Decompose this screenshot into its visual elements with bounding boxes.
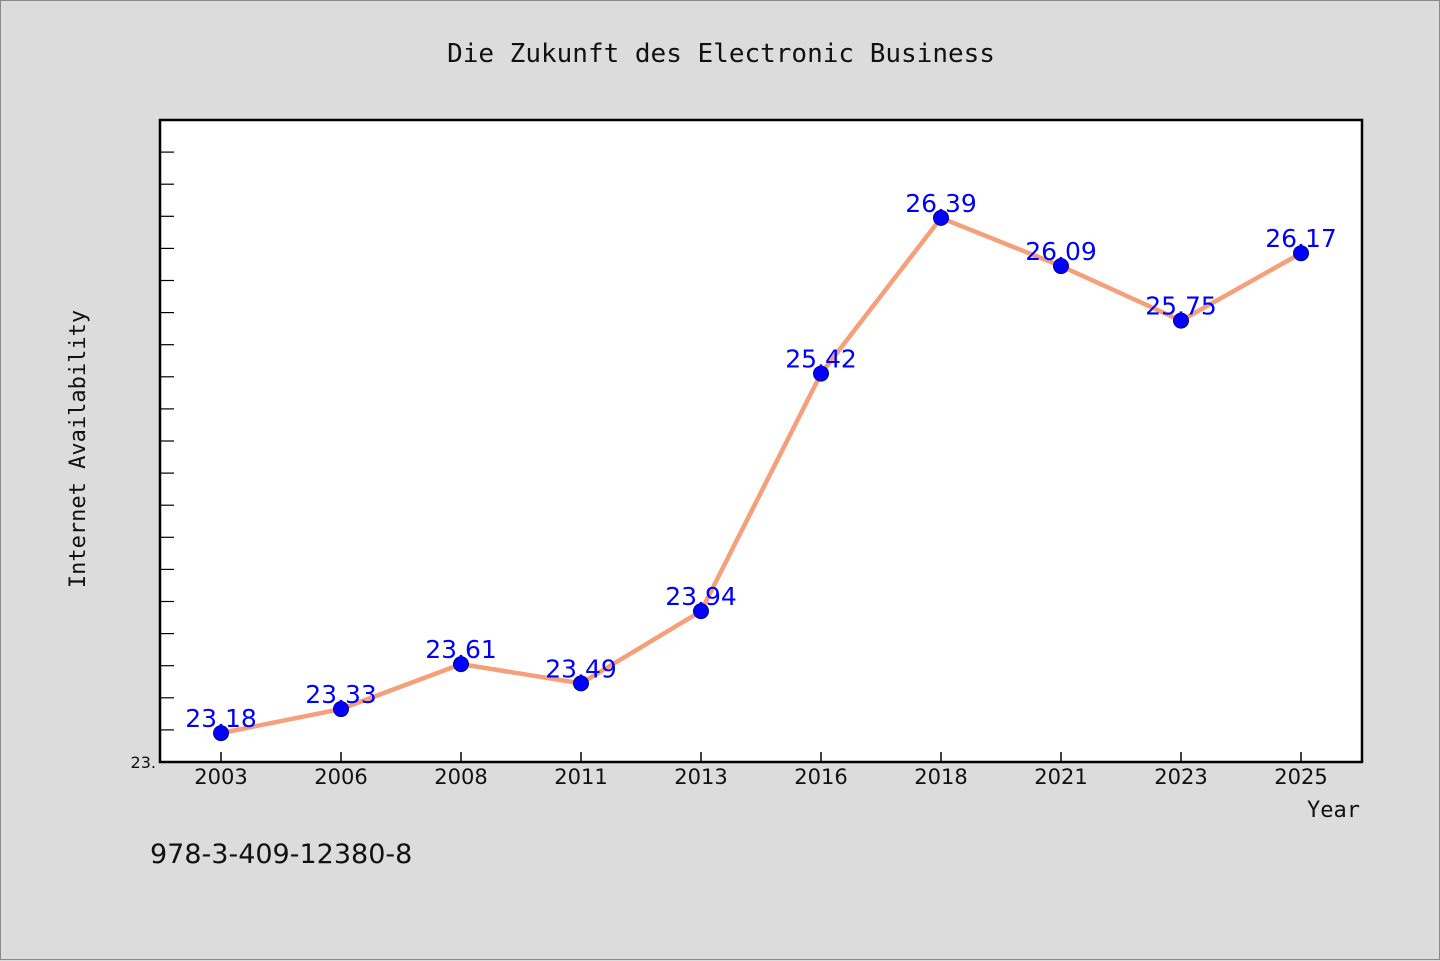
x-tick-label: 2011	[554, 765, 607, 789]
data-markers	[213, 209, 1309, 742]
isbn-text: 978-3-409-12380-8	[150, 839, 412, 870]
x-tick-label: 2025	[1274, 765, 1327, 789]
data-labels: 23.18 23.33 23.61 23.49 23.94 25.42 26.39 26.09…	[185, 189, 1337, 733]
x-tick-label: 2023	[1154, 765, 1207, 789]
data-label: 23.94	[665, 582, 737, 611]
data-label: 23.18	[185, 704, 257, 733]
data-label: 26.17	[1265, 224, 1337, 253]
data-point	[813, 365, 829, 382]
x-tick-label: 2003	[194, 765, 247, 789]
data-point	[933, 209, 949, 226]
x-axis-ticks: 2003 2006 2008 2011 2013 2016 2018 2021 2023 2025	[194, 752, 1328, 789]
data-label: 23.61	[425, 635, 497, 664]
series-line	[218, 215, 1304, 736]
data-label: 23.49	[545, 654, 617, 683]
y-axis-ticks: 23.	[131, 119, 174, 772]
series-line-group	[218, 215, 1304, 736]
data-label: 25.42	[785, 345, 857, 374]
x-tick-label: 2016	[794, 765, 847, 789]
y-tick-label: 23.	[131, 753, 156, 772]
x-tick-label: 2008	[434, 765, 487, 789]
data-label: 25.75	[1145, 292, 1217, 321]
chart-title: Die Zukunft des Electronic Business	[447, 39, 995, 69]
data-point	[1053, 258, 1069, 275]
data-point	[213, 725, 229, 742]
data-label: 23.33	[305, 680, 377, 709]
data-point	[1173, 312, 1189, 329]
data-point	[573, 675, 589, 692]
x-tick-label: 2013	[674, 765, 727, 789]
data-point	[333, 701, 349, 718]
plot-area	[158, 118, 1364, 764]
x-axis-label: Year	[1307, 798, 1360, 823]
data-point	[1293, 245, 1309, 262]
x-tick-label: 2018	[914, 765, 967, 789]
y-axis-label: Internet Availability	[66, 310, 91, 588]
data-point	[453, 656, 469, 673]
data-point	[693, 603, 709, 620]
data-label: 26.09	[1025, 237, 1097, 266]
x-tick-label: 2021	[1034, 765, 1087, 789]
x-tick-label: 2006	[314, 765, 367, 789]
data-label: 26.39	[905, 189, 977, 218]
